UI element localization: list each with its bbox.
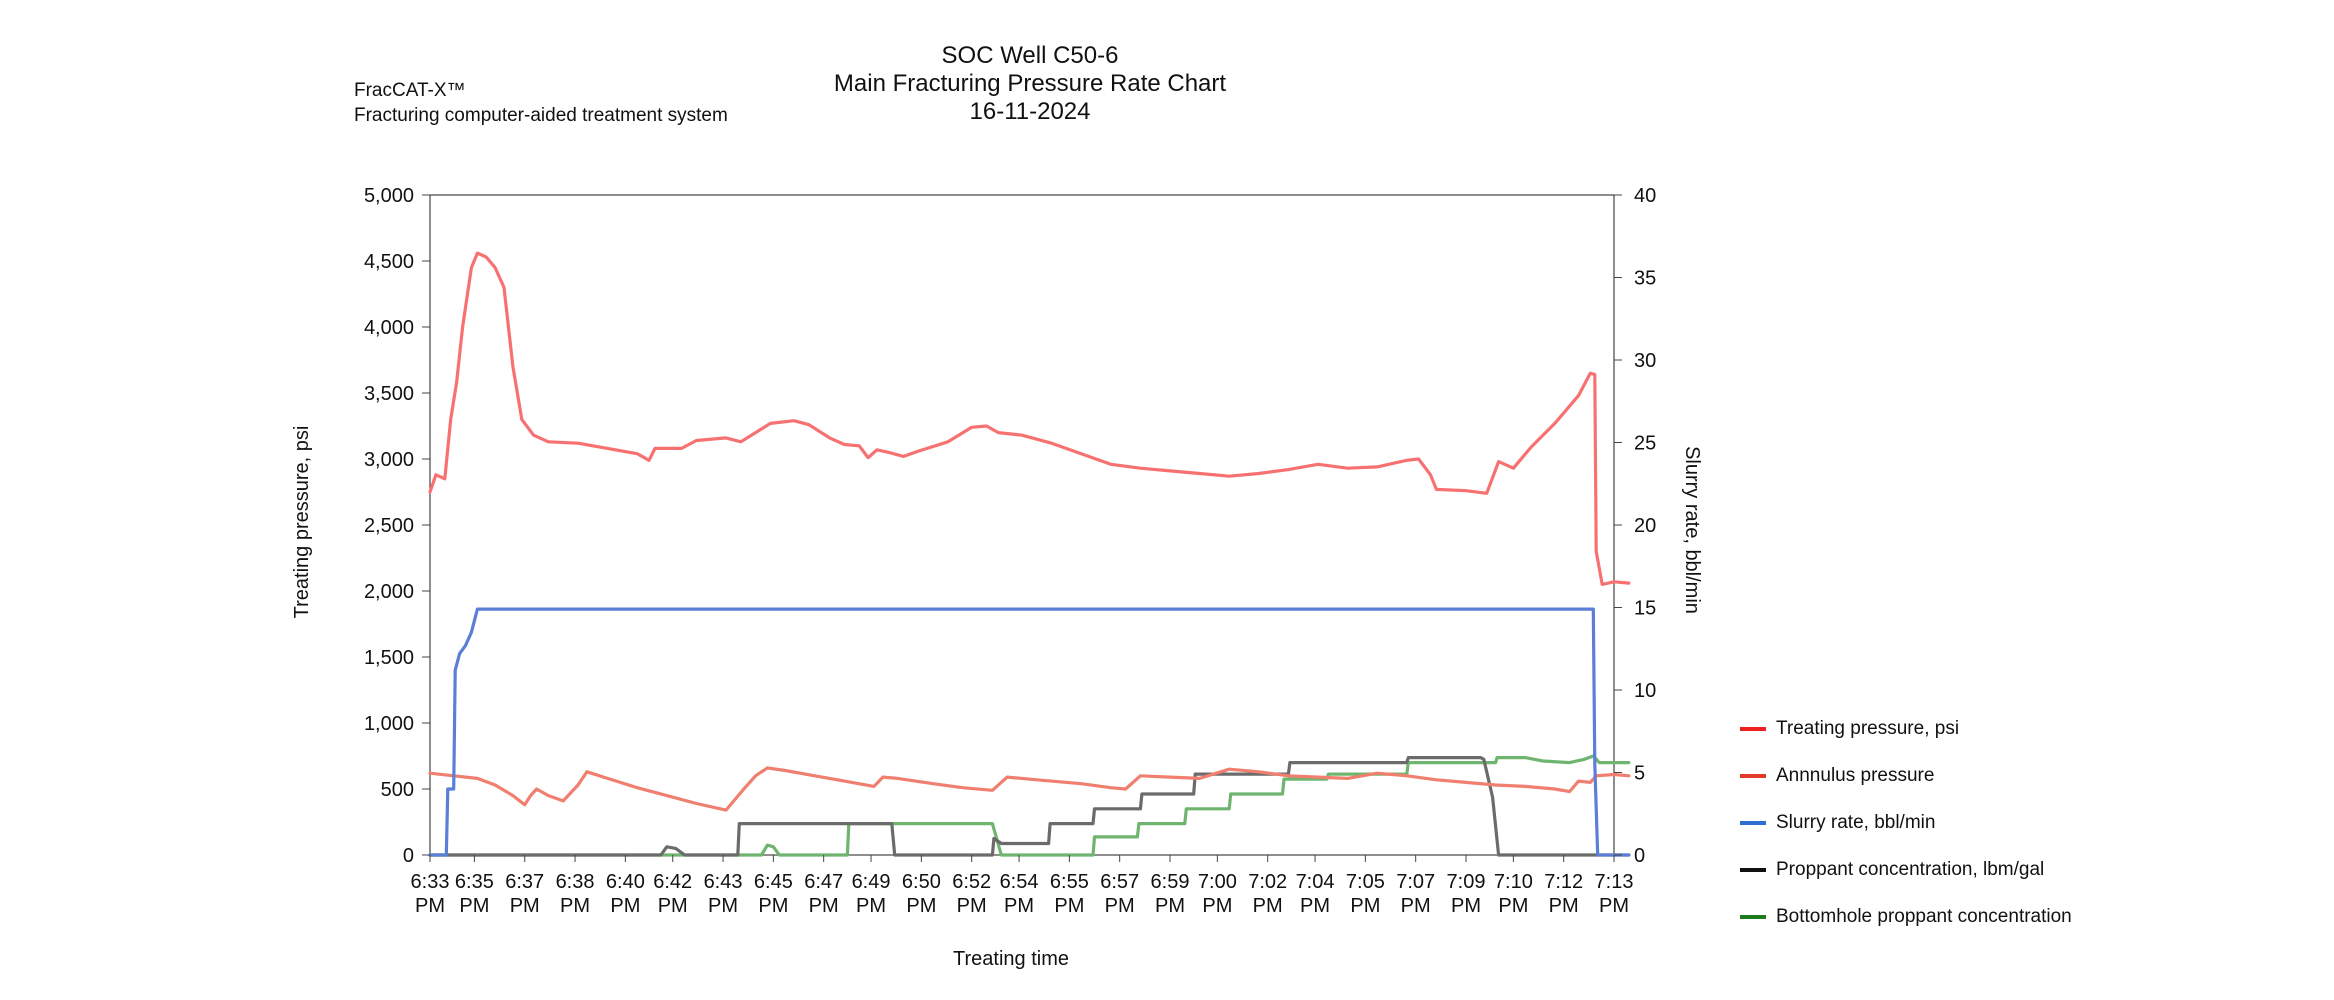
bottomhole-proppant-concentration-line <box>428 754 1631 857</box>
slurry-rate-bbl-min-line <box>428 607 1631 857</box>
x-tick-label: 6:49 PM <box>852 871 891 917</box>
x-tick-label: 6:54 PM <box>1000 871 1039 917</box>
y-tick-label: 3,500 <box>364 383 414 405</box>
treating-pressure-psi-line <box>428 251 1631 586</box>
x-tick-label: 7:00 PM <box>1198 871 1237 917</box>
y-tick-label: 2,500 <box>364 515 414 537</box>
legend-item: Proppant concentration, lbm/gal <box>1740 846 2072 893</box>
title-line-1: SOC Well C50-6 <box>941 42 1119 69</box>
x-tick-label: 6:42 PM <box>653 871 692 917</box>
x-tick-label: 6:38 PM <box>556 871 595 917</box>
y2-tick-label: 15 <box>1634 598 1656 620</box>
product-description: Fracturing computer-aided treatment syst… <box>354 105 728 126</box>
x-tick-label: 6:33 PM <box>411 871 450 917</box>
x-tick-label: 6:47 PM <box>804 871 843 917</box>
y-tick-label: 500 <box>381 779 414 801</box>
legend-swatch <box>1740 914 1766 919</box>
legend-label: Treating pressure, psi <box>1776 717 1960 739</box>
x-tick-label: 7:09 PM <box>1447 871 1486 917</box>
y2-axis-label: Slurry rate, bbl/min <box>1681 446 1703 614</box>
x-tick-label: 6:35 PM <box>455 871 494 917</box>
x-tick-label: 6:59 PM <box>1151 871 1190 917</box>
y2-tick-label: 25 <box>1634 433 1656 455</box>
legend-label: Bottomhole proppant concentration <box>1776 905 2072 927</box>
y-tick-label: 2,000 <box>364 581 414 603</box>
y2-tick-label: 40 <box>1634 185 1656 207</box>
y2-tick-label: 0 <box>1634 845 1645 867</box>
y-tick-label: 0 <box>403 845 414 867</box>
legend-label: Slurry rate, bbl/min <box>1776 811 1936 833</box>
y-tick-label: 3,000 <box>364 449 414 471</box>
legend-item: Treating pressure, psi <box>1740 705 2072 752</box>
x-tick-label: 6:43 PM <box>704 871 743 917</box>
y2-tick-label: 30 <box>1634 350 1656 372</box>
y2-tick-label: 35 <box>1634 268 1656 290</box>
x-tick-label: 7:05 PM <box>1346 871 1385 917</box>
y2-tick-label: 20 <box>1634 515 1656 537</box>
x-tick-label: 6:52 PM <box>952 871 991 917</box>
legend-swatch <box>1740 820 1766 825</box>
legend-label: Annnulus pressure <box>1776 764 1935 786</box>
x-tick-label: 7:02 PM <box>1248 871 1287 917</box>
y-axis-label: Treating pressure, psi <box>291 426 313 619</box>
x-tick-label: 7:04 PM <box>1296 871 1335 917</box>
legend-item: Annnulus pressure <box>1740 752 2072 799</box>
x-tick-label: 7:10 PM <box>1494 871 1533 917</box>
x-tick-label: 7:07 PM <box>1396 871 1435 917</box>
title-line-3: 16-11-2024 <box>969 98 1091 125</box>
legend-item: Bottomhole proppant concentration <box>1740 893 2072 940</box>
y2-tick-label: 5 <box>1634 763 1645 785</box>
x-tick-label: 7:13 PM <box>1595 871 1634 917</box>
x-tick-label: 6:55 PM <box>1050 871 1089 917</box>
x-tick-label: 6:57 PM <box>1100 871 1139 917</box>
legend-swatch <box>1740 726 1766 731</box>
product-name: FracCAT-X™ <box>354 80 466 101</box>
legend-label: Proppant concentration, lbm/gal <box>1776 858 2045 880</box>
x-tick-label: 6:40 PM <box>606 871 645 917</box>
chart-title: SOC Well C50-6 Main Fracturing Pressure … <box>780 42 1280 126</box>
x-tick-label: 6:37 PM <box>505 871 544 917</box>
legend-swatch <box>1740 867 1766 872</box>
y-tick-label: 1,000 <box>364 713 414 735</box>
x-axis-label: Treating time <box>953 948 1069 970</box>
y2-tick-label: 10 <box>1634 680 1656 702</box>
legend-item: Slurry rate, bbl/min <box>1740 799 2072 846</box>
y-tick-label: 4,000 <box>364 317 414 339</box>
brand-block: FracCAT-X™ Fracturing computer-aided tre… <box>354 78 728 128</box>
legend-swatch <box>1740 773 1766 778</box>
proppant-concentration-lbm-gal-line <box>428 756 1631 857</box>
annnulus-pressure-line <box>428 766 1631 812</box>
title-line-2: Main Fracturing Pressure Rate Chart <box>833 70 1227 97</box>
y-tick-label: 1,500 <box>364 647 414 669</box>
y-tick-label: 5,000 <box>364 185 414 207</box>
chart-legend: Treating pressure, psi Annnulus pressure S… <box>1740 705 2072 940</box>
x-tick-label: 6:45 PM <box>754 871 793 917</box>
y-tick-label: 4,500 <box>364 251 414 273</box>
x-tick-label: 7:12 PM <box>1544 871 1583 917</box>
x-tick-label: 6:50 PM <box>902 871 941 917</box>
